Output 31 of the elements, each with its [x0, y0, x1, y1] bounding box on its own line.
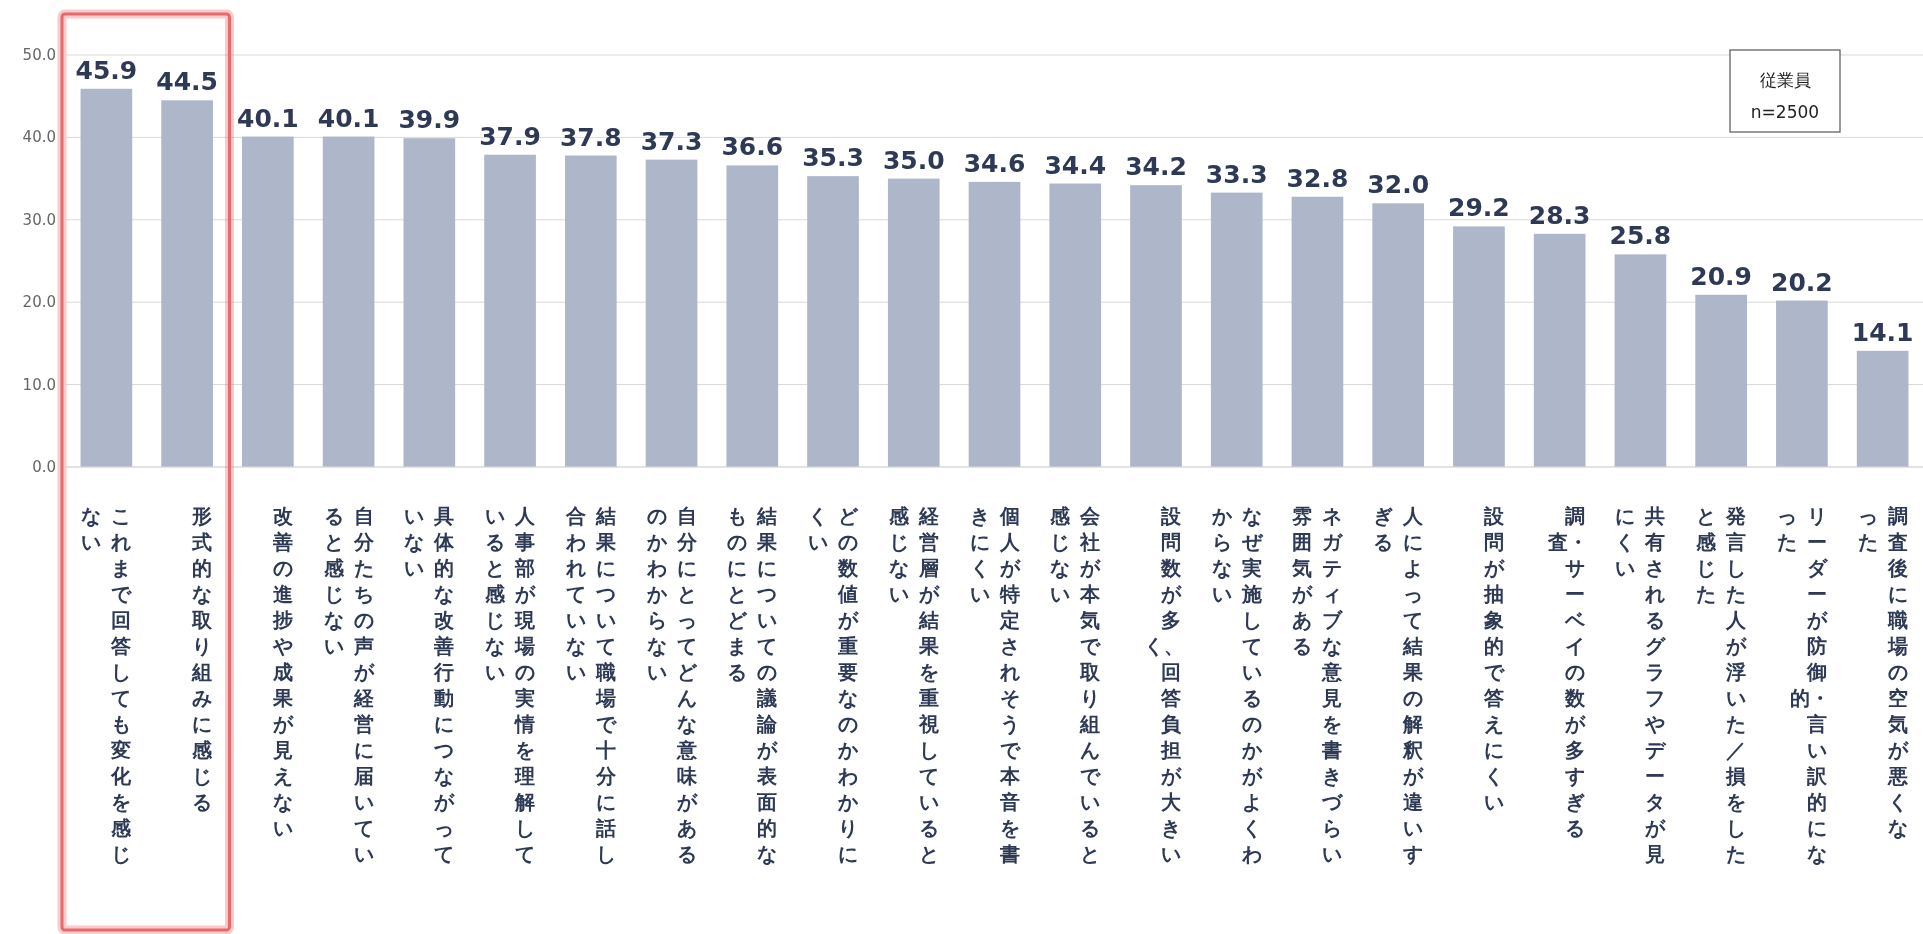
y-tick-label: 50.0 — [22, 46, 56, 64]
data-label: 37.3 — [640, 126, 703, 156]
data-label: 25.8 — [1609, 221, 1672, 251]
annotation: n=2500 — [1750, 102, 1820, 122]
data-label: 34.2 — [1125, 152, 1187, 182]
data-label: 45.9 — [75, 55, 138, 85]
data-label: 14.1 — [1851, 317, 1914, 347]
data-label: 35.0 — [882, 145, 945, 175]
annotation: 従業員 — [1759, 70, 1811, 90]
data-label: 20.2 — [1771, 267, 1833, 297]
data-label: 37.9 — [479, 121, 541, 151]
data-label: 40.1 — [237, 103, 299, 133]
data-label: 39.9 — [398, 105, 461, 135]
data-label: 29.2 — [1448, 193, 1510, 223]
data-label: 32.0 — [1367, 170, 1430, 200]
data-label: 20.9 — [1690, 261, 1752, 291]
data-label: 35.3 — [802, 143, 864, 173]
y-tick-label: 0.0 — [32, 458, 56, 476]
data-label: 34.4 — [1044, 150, 1107, 180]
data-label: 37.8 — [559, 122, 622, 152]
data-label: 40.1 — [317, 103, 380, 133]
data-label: 28.3 — [1528, 200, 1591, 230]
y-tick-label: 20.0 — [22, 293, 56, 312]
y-tick-label: 10.0 — [22, 375, 56, 394]
y-tick-label: 40.0 — [22, 128, 56, 147]
data-label: 34.6 — [963, 148, 1026, 178]
data-label: 33.3 — [1205, 159, 1268, 189]
y-tick-label: 30.0 — [22, 210, 56, 229]
data-label: 36.6 — [721, 132, 784, 162]
data-label: 44.5 — [156, 67, 218, 97]
data-label: 32.8 — [1286, 163, 1349, 193]
